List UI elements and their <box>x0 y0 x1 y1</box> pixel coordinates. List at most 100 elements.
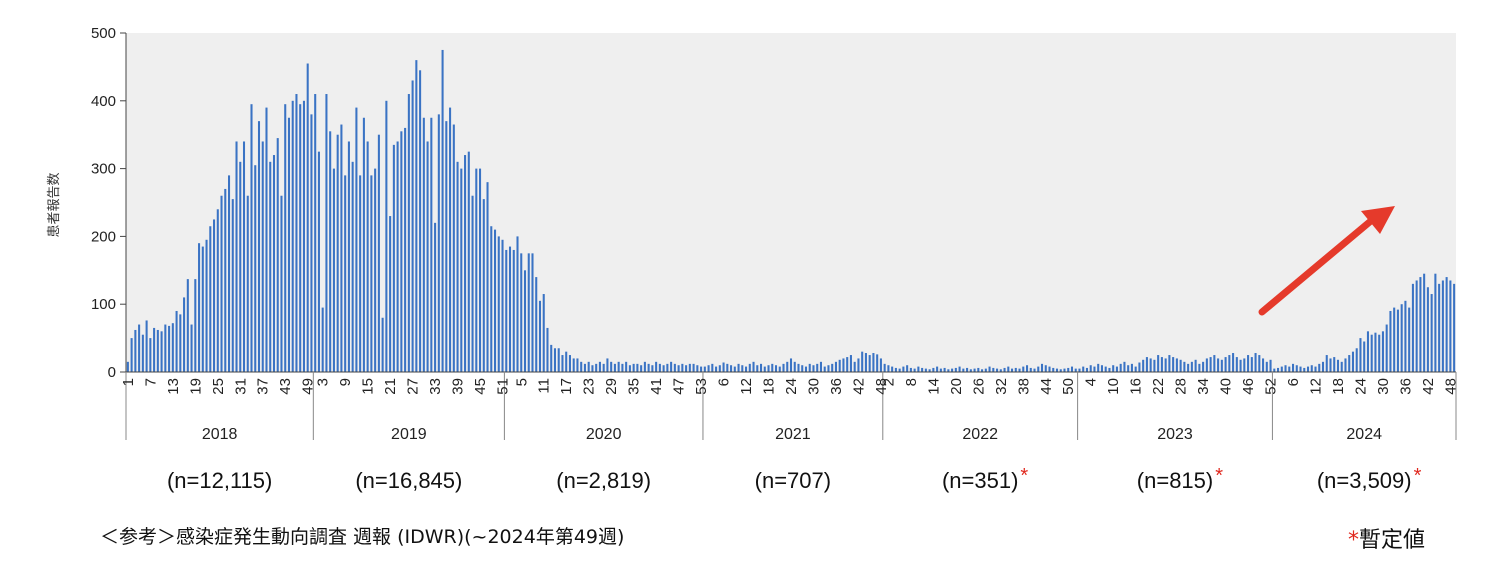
bar <box>707 365 710 372</box>
bar <box>175 310 178 372</box>
x-week-label: 30 <box>806 378 823 395</box>
bar <box>778 366 781 372</box>
bar <box>171 323 174 372</box>
bar <box>1295 365 1298 372</box>
bar <box>718 365 721 372</box>
bar <box>269 161 272 372</box>
bar <box>872 353 875 372</box>
bar <box>984 368 987 372</box>
bar <box>879 358 882 372</box>
bar <box>737 363 740 372</box>
bar <box>730 365 733 372</box>
x-week-label: 53 <box>693 378 710 395</box>
bar <box>677 365 680 372</box>
year-label: 2020 <box>586 426 622 443</box>
bar <box>838 359 841 372</box>
bar <box>763 366 766 372</box>
bar <box>906 365 909 372</box>
bar <box>666 363 669 372</box>
bar <box>561 355 564 372</box>
bar <box>1325 355 1328 372</box>
x-week-label: 38 <box>1015 378 1032 395</box>
x-week-label: 44 <box>1038 378 1055 395</box>
bar <box>246 195 249 372</box>
x-week-label: 16 <box>1128 378 1145 395</box>
bar <box>1239 359 1242 372</box>
count-label: (n=16,845) <box>355 468 462 493</box>
bar <box>317 151 320 372</box>
bar <box>827 365 830 372</box>
bar <box>823 366 826 372</box>
bar <box>231 199 234 372</box>
bar <box>1366 331 1369 372</box>
bar <box>565 351 568 372</box>
bar <box>1445 277 1448 372</box>
x-week-label: 15 <box>360 378 377 395</box>
bar <box>651 365 654 372</box>
bar <box>340 124 343 372</box>
bar <box>1351 351 1354 372</box>
bar <box>1299 366 1302 372</box>
bar <box>831 363 834 372</box>
bar <box>1228 355 1231 372</box>
bar <box>490 226 493 372</box>
bar <box>1142 359 1145 372</box>
bar <box>389 216 392 372</box>
count-label: (n=2,819) <box>556 468 651 493</box>
source-footnote: ＜参考＞感染症発生動向調査 週報 (IDWR)(~2024年第49週) <box>100 526 625 548</box>
bar <box>284 104 287 372</box>
bar <box>385 100 388 373</box>
bar <box>891 366 894 372</box>
bar <box>1093 366 1096 372</box>
bar <box>374 168 377 372</box>
bar <box>1404 300 1407 372</box>
bar <box>610 361 613 372</box>
x-week-label: 34 <box>1195 378 1212 395</box>
x-week-label: 18 <box>1330 378 1347 395</box>
x-week-label: 2 <box>880 378 897 386</box>
x-week-label: 51 <box>495 378 512 395</box>
bar <box>1115 366 1118 372</box>
bar <box>209 226 212 372</box>
bar <box>774 365 778 372</box>
arrow-shaft <box>1258 216 1376 316</box>
bar <box>988 366 991 372</box>
bar <box>1123 361 1126 372</box>
y-tick-label: 400 <box>91 93 116 110</box>
bar <box>479 168 482 372</box>
bar <box>1097 363 1100 372</box>
bar <box>726 363 729 372</box>
x-week-label: 24 <box>783 378 800 395</box>
bar <box>1321 361 1325 372</box>
bar <box>741 365 744 372</box>
bar <box>894 367 897 372</box>
bar <box>1393 307 1396 372</box>
bar <box>523 270 527 372</box>
y-axis-label: 患者報告数 <box>47 172 62 237</box>
y-tick-label: 200 <box>91 228 116 245</box>
bar <box>201 246 204 372</box>
bar <box>913 368 916 372</box>
bar <box>464 155 467 372</box>
bar <box>501 239 504 372</box>
bar <box>156 329 159 372</box>
year-label: 2019 <box>391 426 427 443</box>
bar <box>1112 365 1115 372</box>
bar <box>1175 358 1178 372</box>
bar <box>1415 280 1418 372</box>
bar <box>224 188 227 372</box>
bar <box>936 366 939 372</box>
x-week-label: 6 <box>716 378 733 386</box>
bar <box>868 355 871 372</box>
bar <box>801 365 804 372</box>
bar <box>1434 273 1437 372</box>
bar <box>580 361 583 372</box>
bar <box>756 365 759 372</box>
bar <box>141 334 144 372</box>
bar <box>1303 367 1306 372</box>
x-week-label: 48 <box>1442 378 1459 395</box>
bar <box>1306 366 1310 372</box>
bar <box>205 239 208 372</box>
bar <box>1149 358 1152 372</box>
